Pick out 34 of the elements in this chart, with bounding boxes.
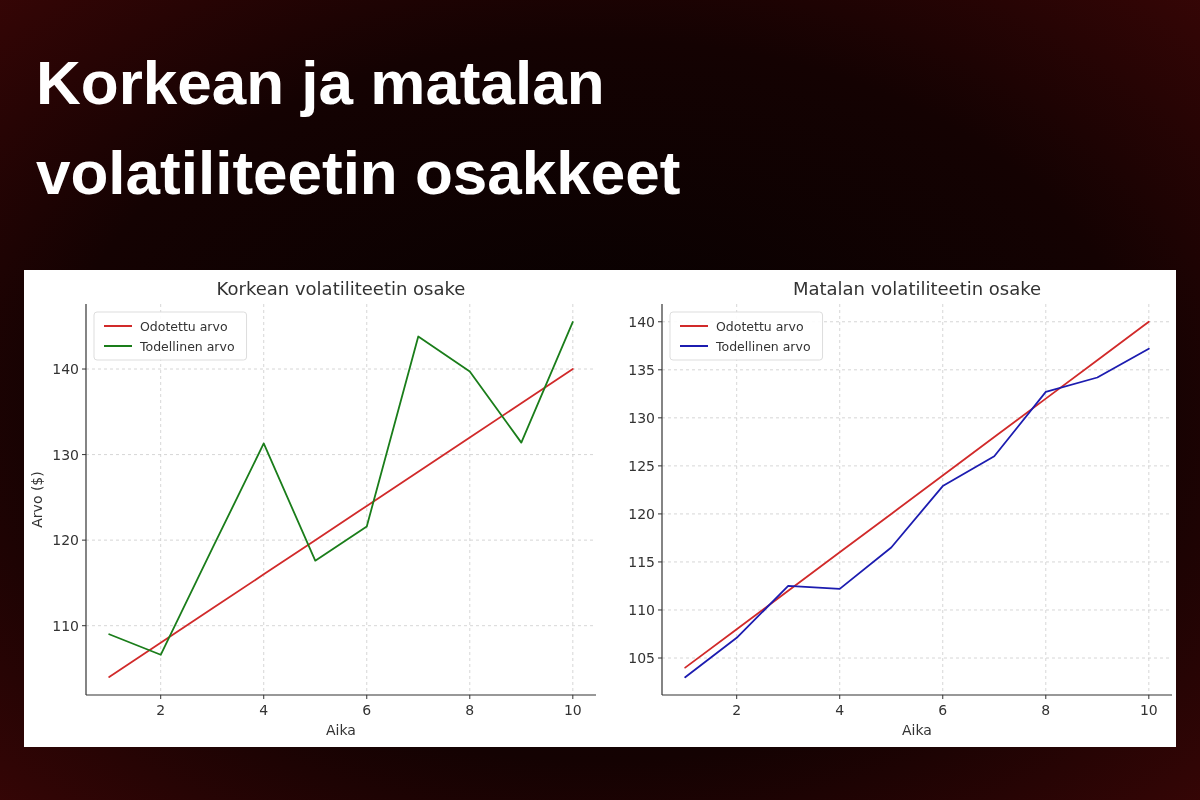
y-tick-label: 120 xyxy=(628,505,655,522)
y-tick-label: 125 xyxy=(628,457,655,474)
y-tick-label: 110 xyxy=(52,617,79,634)
text: Korkean ja matalan volatiliteetin osakkeet xyxy=(36,48,681,207)
x-tick-label: 8 xyxy=(1041,702,1051,718)
y-tick-label: 115 xyxy=(628,553,655,570)
y-tick-label: 130 xyxy=(628,409,655,426)
chart-title: Matalan volatiliteetin osake xyxy=(792,278,1042,299)
line-series xyxy=(108,368,574,678)
y-tick-label: 140 xyxy=(52,361,79,378)
x-axis-title: Aika xyxy=(902,722,932,738)
y-tick-label: 135 xyxy=(628,361,655,378)
x-tick-label: 4 xyxy=(259,702,269,718)
y-tick-label: 120 xyxy=(52,532,79,549)
y-tick-label: 105 xyxy=(628,650,655,667)
y-axis-title: Arvo ($) xyxy=(29,471,45,528)
x-tick-label: 10 xyxy=(563,702,582,718)
legend-label: Odotettu arvo xyxy=(716,318,804,334)
x-tick-label: 2 xyxy=(732,702,742,718)
legend-label: Todellinen arvo xyxy=(139,338,235,354)
legend-label: Odotettu arvo xyxy=(140,318,228,334)
x-tick-label: 6 xyxy=(362,702,372,718)
x-tick-label: 8 xyxy=(465,702,475,718)
y-tick-label: 130 xyxy=(52,446,79,463)
y-tick-label: 140 xyxy=(628,313,655,330)
y-tick-label: 110 xyxy=(628,601,655,618)
x-tick-label: 10 xyxy=(1139,702,1158,718)
x-tick-label: 6 xyxy=(938,702,948,718)
legend-label: Todellinen arvo xyxy=(715,338,811,354)
x-axis-title: Aika xyxy=(326,722,356,738)
x-tick-label: 4 xyxy=(835,702,845,718)
chart-title: Korkean volatiliteetin osake xyxy=(216,278,466,299)
x-tick-label: 2 xyxy=(156,702,166,718)
line-series xyxy=(108,321,574,656)
